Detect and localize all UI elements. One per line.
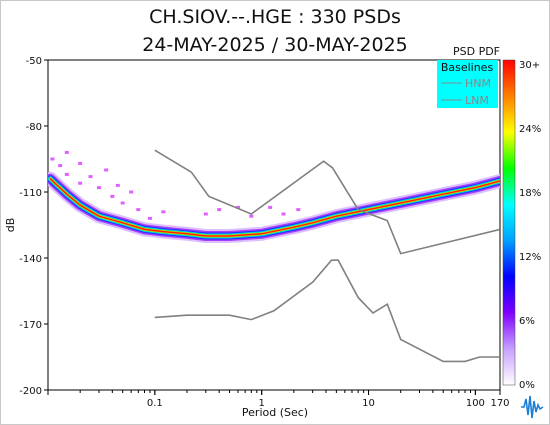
density-speckle bbox=[235, 205, 240, 209]
density-speckle bbox=[64, 150, 69, 154]
y-axis: -50 -80 -110 -140 -170 -200 bbox=[19, 56, 48, 397]
density-speckle bbox=[58, 164, 63, 168]
colorbar-labels: 30+ 24% 18% 12% 6% 0% bbox=[519, 60, 541, 391]
density-speckle bbox=[147, 216, 152, 220]
density-speckle bbox=[115, 183, 120, 187]
density-speckle bbox=[64, 172, 69, 176]
colorbar-tick-label: 30+ bbox=[519, 60, 540, 71]
legend-entry-lnm: LNM bbox=[465, 94, 489, 107]
density-speckle bbox=[120, 201, 125, 205]
density-speckle bbox=[129, 190, 134, 194]
y-tick-label: -80 bbox=[26, 122, 42, 133]
x-tick-label: 0.1 bbox=[147, 398, 163, 409]
chart-title: CH.SIOV.--.HGE : 330 PSDs bbox=[149, 6, 401, 28]
baseline-lnm-line bbox=[154, 259, 500, 363]
density-band bbox=[49, 178, 500, 237]
density-speckle bbox=[136, 208, 141, 212]
colorbar-tick-label: 24% bbox=[519, 124, 541, 135]
y-axis-label: dB bbox=[4, 218, 17, 233]
y-tick-label: -110 bbox=[19, 188, 42, 199]
chart-subtitle: 24-MAY-2025 / 30-MAY-2025 bbox=[142, 34, 408, 56]
density-layer bbox=[48, 150, 500, 243]
y-tick-label: -170 bbox=[19, 320, 42, 331]
density-speckle bbox=[281, 212, 286, 216]
colorbar-title: PSD PDF bbox=[453, 45, 500, 58]
x-tick-label: 1 bbox=[259, 398, 265, 409]
density-speckle bbox=[96, 186, 101, 190]
colorbar-tick-label: 0% bbox=[519, 380, 535, 391]
legend-entry-hnm: HNM bbox=[465, 77, 491, 90]
x-axis-label: Period (Sec) bbox=[242, 406, 308, 419]
density-speckle bbox=[161, 210, 166, 214]
density-speckle bbox=[296, 208, 301, 212]
y-tick-label: -140 bbox=[19, 254, 42, 265]
baselines-layer bbox=[154, 149, 500, 363]
colorbar-tick-label: 6% bbox=[519, 316, 535, 327]
density-speckle bbox=[268, 205, 273, 209]
waveform-logo bbox=[519, 393, 545, 421]
x-tick-label: 170 bbox=[490, 398, 509, 409]
density-speckle bbox=[88, 175, 93, 179]
x-tick-label: 100 bbox=[466, 398, 485, 409]
colorbar bbox=[502, 59, 516, 386]
density-speckle bbox=[104, 168, 109, 172]
legend: Baselines HNM LNM bbox=[437, 60, 498, 108]
density-speckle bbox=[217, 208, 222, 212]
x-axis: 0.1 1 10 100 170 bbox=[47, 390, 510, 409]
density-speckle bbox=[249, 214, 254, 218]
baseline-hnm-line bbox=[154, 149, 500, 255]
x-tick-label: 10 bbox=[362, 398, 375, 409]
y-tick-label: -50 bbox=[26, 56, 42, 67]
colorbar-tick-label: 12% bbox=[519, 252, 541, 263]
density-speckle bbox=[110, 194, 115, 198]
y-tick-label: -200 bbox=[19, 386, 42, 397]
legend-title: Baselines bbox=[441, 61, 494, 74]
density-speckle bbox=[50, 157, 55, 161]
density-speckle bbox=[203, 212, 208, 216]
density-speckle bbox=[78, 161, 83, 165]
colorbar-tick-label: 18% bbox=[519, 188, 541, 199]
density-speckle bbox=[78, 181, 83, 185]
